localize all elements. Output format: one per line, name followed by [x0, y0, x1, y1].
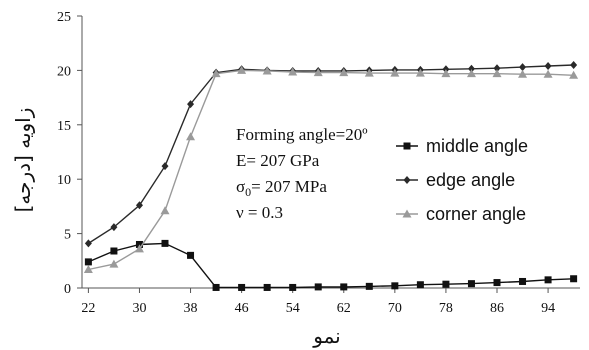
data-point-middle-angle — [519, 277, 527, 285]
x-tick-label: 46 — [235, 301, 249, 316]
data-point-corner-angle — [211, 69, 221, 78]
data-point-corner-angle — [492, 69, 502, 78]
data-point-corner-angle — [186, 132, 196, 141]
annotation-sigma: σ — [236, 177, 245, 196]
data-point-edge-angle — [570, 60, 578, 69]
data-point-middle-angle — [314, 283, 322, 291]
data-point-middle-angle — [416, 281, 424, 289]
x-tick-label: 86 — [490, 301, 504, 316]
annotation-line-3-value: = 207 MPa — [251, 177, 327, 196]
legend-item-corner-angle: corner angle — [396, 204, 526, 224]
legend-label: corner angle — [426, 204, 526, 224]
data-point-middle-angle — [365, 282, 373, 290]
x-tick-label: 30 — [132, 301, 146, 316]
y-tick-label: 10 — [57, 173, 71, 188]
data-point-corner-angle — [160, 206, 170, 215]
x-tick-label: 54 — [286, 301, 300, 316]
series-line-corner-angle — [88, 69, 574, 271]
x-tick-label: 38 — [184, 301, 198, 316]
data-point-corner-angle — [364, 68, 374, 77]
data-point-edge-angle — [135, 201, 143, 210]
annotation-sigma-subscript: 0 — [245, 185, 251, 199]
data-point-corner-angle — [109, 259, 119, 268]
data-point-edge-angle — [519, 63, 527, 72]
data-point-corner-angle — [262, 66, 272, 75]
data-point-corner-angle — [543, 69, 553, 78]
x-tick-label: 22 — [81, 301, 95, 316]
data-point-edge-angle — [84, 239, 92, 248]
annotation-line-4: ν = 0.3 — [236, 203, 283, 222]
data-point-corner-angle — [441, 69, 451, 78]
series-middle-angle — [84, 239, 578, 291]
data-point-edge-angle — [110, 223, 118, 232]
data-point-corner-angle — [390, 68, 400, 77]
legend: middle angle edge angle corner angle — [396, 136, 528, 224]
data-point-middle-angle — [263, 283, 271, 291]
data-point-middle-angle — [391, 282, 399, 290]
legend-item-edge-angle: edge angle — [396, 170, 515, 190]
data-point-middle-angle — [340, 283, 348, 291]
data-point-middle-angle — [161, 239, 169, 247]
data-point-middle-angle — [467, 280, 475, 288]
data-point-edge-angle — [187, 100, 195, 109]
data-point-middle-angle — [289, 283, 297, 291]
x-axis-label: نمو — [312, 324, 340, 348]
legend-label: middle angle — [426, 136, 528, 156]
data-point-corner-angle — [339, 68, 349, 77]
series-group — [83, 60, 579, 291]
x-tick-label: 70 — [388, 301, 402, 316]
legend-marker — [403, 176, 411, 184]
series-corner-angle — [83, 65, 579, 274]
data-point-corner-angle — [288, 67, 298, 76]
data-point-corner-angle — [134, 244, 144, 253]
data-point-edge-angle — [493, 64, 501, 73]
x-tick-labels: 22 30 38 46 54 62 70 78 86 94 — [81, 301, 555, 316]
series-line-middle-angle — [88, 242, 574, 289]
legend-label: edge angle — [426, 170, 515, 190]
annotation: Forming angle=20º E= 207 GPa σ0= 207 MPa… — [236, 125, 367, 222]
data-point-middle-angle — [238, 283, 246, 291]
annotation-line-3: σ0= 207 MPa — [236, 177, 327, 199]
y-tick-label: 20 — [57, 64, 71, 79]
data-point-corner-angle — [415, 68, 425, 77]
y-tick-labels: 0 5 10 15 20 25 — [57, 10, 71, 297]
data-point-middle-angle — [544, 276, 552, 284]
data-point-middle-angle — [110, 247, 118, 255]
y-tick-label: 15 — [57, 119, 71, 134]
data-point-middle-angle — [570, 275, 578, 283]
annotation-line-2: E= 207 GPa — [236, 151, 320, 170]
data-point-edge-angle — [544, 62, 552, 71]
y-tick-label: 0 — [64, 282, 71, 297]
data-point-middle-angle — [187, 251, 195, 259]
data-point-corner-angle — [466, 69, 476, 78]
data-point-corner-angle — [83, 265, 93, 274]
y-tick-label: 25 — [57, 10, 71, 25]
data-point-middle-angle — [493, 279, 501, 287]
y-tick-label: 5 — [64, 228, 71, 243]
x-tick-label: 94 — [541, 301, 555, 316]
x-tick-label: 62 — [337, 301, 351, 316]
series-line-edge-angle — [88, 64, 574, 244]
data-point-edge-angle — [467, 64, 475, 73]
y-axis-label: زاویه [درجه] — [11, 108, 35, 213]
legend-item-middle-angle: middle angle — [396, 136, 528, 156]
data-point-edge-angle — [161, 162, 169, 171]
data-point-middle-angle — [212, 283, 220, 291]
data-point-corner-angle — [313, 68, 323, 77]
data-point-corner-angle — [518, 69, 528, 78]
annotation-line-1: Forming angle=20º — [236, 125, 367, 144]
legend-marker — [402, 209, 412, 218]
x-tick-label: 78 — [439, 301, 453, 316]
legend-marker — [403, 142, 411, 150]
data-point-corner-angle — [237, 65, 247, 74]
data-point-middle-angle — [442, 280, 450, 288]
data-point-middle-angle — [84, 258, 92, 266]
data-point-corner-angle — [569, 70, 579, 79]
